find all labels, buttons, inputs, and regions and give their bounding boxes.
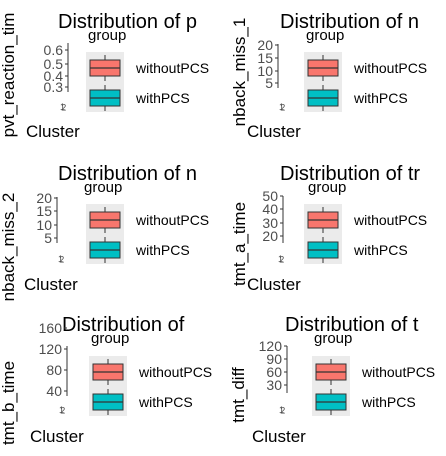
legend-entry-label: withPCS (135, 90, 190, 106)
legend-title: group (306, 27, 344, 44)
y-tick-label: 15 (257, 50, 273, 66)
y-axis-label: tmt_a_time (230, 202, 249, 286)
chart-title: Distribution of t (285, 314, 419, 336)
chart-panel-5: Distribution of tmt_b_time 40 80 120 160 12 Clu… (0, 314, 212, 446)
legend-title: group (314, 330, 352, 347)
y-tick-label: 80 (46, 362, 62, 378)
y-tick-label: 5 (265, 75, 273, 91)
legend: group withoutPCS withPCS (304, 179, 427, 264)
x-tick-label: 2 (59, 255, 64, 265)
legend: group withoutPCS withPCS (86, 27, 209, 112)
y-tick-label: 0.6 (44, 42, 64, 58)
x-axis-label: Cluster (247, 122, 301, 141)
legend-entry-label: withPCS (361, 394, 416, 410)
legend-title: group (88, 27, 126, 44)
x-tick-label: 1 (58, 254, 63, 264)
legend-entry-label: withPCS (353, 242, 408, 258)
y-axis-label: pvt_reaction_tim (0, 13, 18, 138)
x-tick-label: 2 (60, 406, 65, 416)
y-tick-label: 0.4 (44, 68, 64, 84)
y-axis-label: tmt_diff (229, 367, 248, 423)
legend-title: group (84, 179, 122, 196)
y-tick-label: 50 (262, 188, 278, 204)
legend-entry-label: withoutPCS (135, 60, 209, 76)
x-tick-label: 1 (60, 102, 65, 112)
x-tick-label: 2 (279, 255, 284, 265)
x-tick-label: 2 (280, 103, 285, 113)
chart-title: Distribution of n (280, 11, 419, 33)
chart-title: Distribution of tr (280, 163, 420, 185)
y-tick-label: 20 (257, 37, 273, 53)
y-tick-label: 120 (39, 341, 63, 357)
legend-entry-label: withoutPCS (135, 212, 209, 228)
y-tick-label: 40 (262, 201, 278, 217)
legend-title: group (308, 179, 346, 196)
y-tick-label: 20 (36, 190, 52, 206)
legend: group withoutPCS withPCS (84, 179, 209, 264)
legend-entry-label: withPCS (138, 394, 193, 410)
legend-entry-label: withoutPCS (353, 212, 427, 228)
x-axis-label: Cluster (24, 275, 78, 294)
x-tick-label: 2 (280, 406, 285, 416)
y-tick-label: 160 (39, 320, 63, 336)
chart-title: Distribution of p (58, 11, 197, 33)
y-axis-label: nback_miss_1 (230, 18, 249, 127)
x-axis-label: Cluster (30, 427, 84, 446)
legend-entry-label: withPCS (353, 90, 408, 106)
y-tick-label: 20 (262, 228, 278, 244)
legend: group withoutPCS withPCS (304, 27, 427, 112)
y-tick-label: 30 (266, 377, 282, 393)
y-tick-label: 90 (266, 351, 282, 367)
chart-title: Distribution of n (58, 163, 197, 185)
legend: group withoutPCS withPCS (312, 330, 435, 416)
y-tick-label: 120 (259, 338, 283, 354)
y-tick-label: 10 (257, 63, 273, 79)
x-axis-label: Cluster (252, 427, 306, 446)
y-axis-label: nback_miss_2 (0, 193, 18, 302)
y-tick-label: 15 (36, 203, 52, 219)
legend-entry-label: withPCS (135, 242, 190, 258)
y-tick-label: 60 (266, 364, 282, 380)
legend-entry-label: withoutPCS (361, 364, 435, 380)
y-tick-label: 0.3 (44, 79, 64, 95)
x-tick-label: 1 (59, 405, 64, 415)
y-axis-label: tmt_b_time (0, 361, 18, 445)
y-tick-label: 0.5 (44, 56, 64, 72)
x-tick-label: 2 (61, 103, 66, 113)
x-tick-label: 1 (279, 405, 284, 415)
y-tick-label: 40 (46, 383, 62, 399)
y-tick-label: 10 (36, 217, 52, 233)
legend-entry-label: withoutPCS (138, 364, 212, 380)
x-tick-label: 1 (278, 254, 283, 264)
x-axis-label: Cluster (247, 275, 301, 294)
y-tick-label: 5 (44, 230, 52, 246)
chart-title: Distribution of (62, 314, 185, 336)
y-tick-label: 30 (262, 215, 278, 231)
legend-title: group (91, 330, 129, 347)
legend: group withoutPCS withPCS (89, 330, 212, 416)
x-axis-label: Cluster (26, 122, 80, 141)
x-tick-label: 1 (279, 102, 284, 112)
legend-entry-label: withoutPCS (353, 60, 427, 76)
